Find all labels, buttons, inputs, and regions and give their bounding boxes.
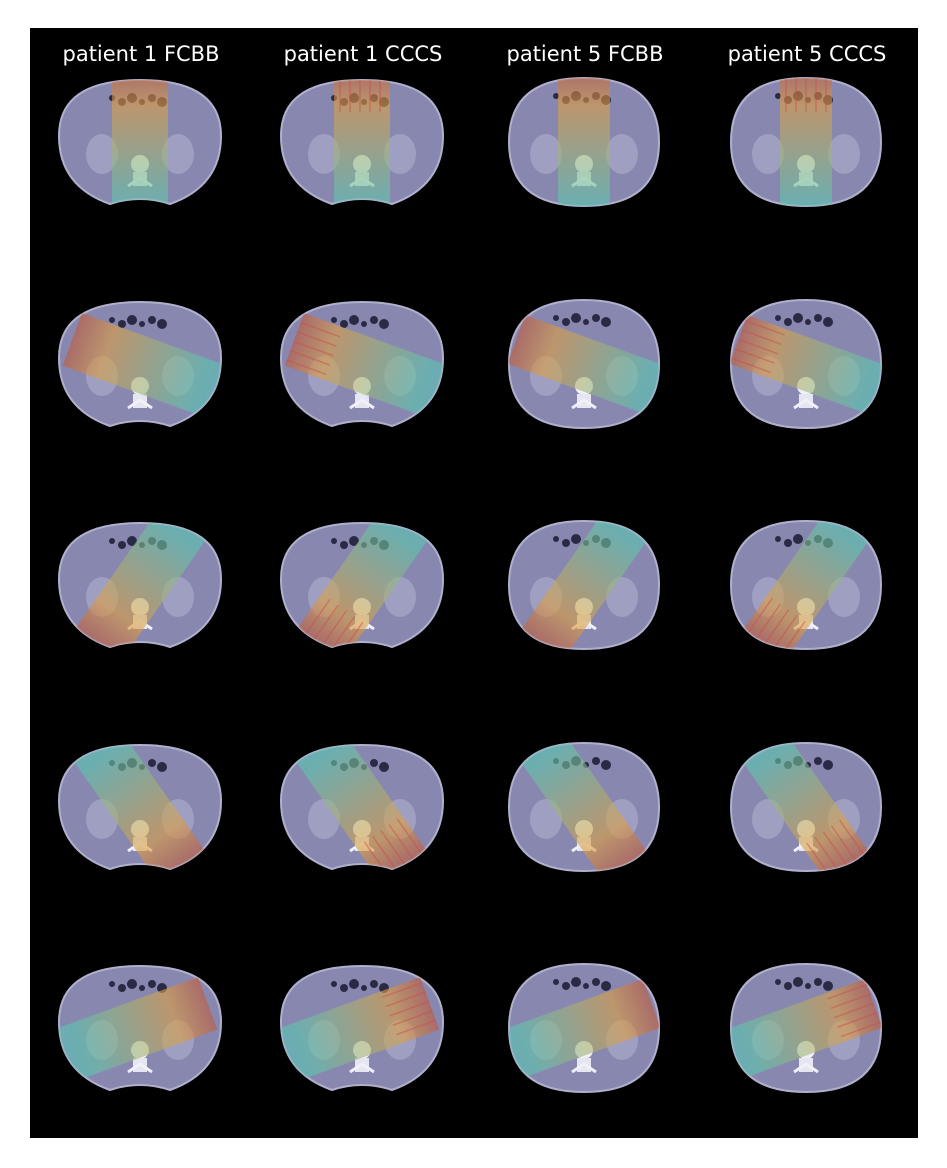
dose-beam-overlay: [62, 313, 221, 426]
ct-dose-panel-grid: [57, 76, 883, 1094]
ct-panel-r3-c2: [279, 521, 445, 649]
ct-panel-r4-c4: [729, 741, 883, 873]
ct-panel-r4-c2: [279, 743, 445, 871]
ct-panel-r5-c1: [57, 964, 223, 1092]
ct-panel-r1-c2: [279, 78, 445, 206]
ct-panel-r3-c1: [57, 521, 223, 649]
ct-panel-r5-c2: [279, 964, 445, 1092]
dose-beam-overlay: [284, 313, 443, 426]
ct-panel-r1-c4: [729, 76, 883, 208]
column-title-3: patient 5 FCBB: [506, 42, 664, 66]
column-title-2: patient 1 CCCS: [283, 42, 443, 66]
column-title-1: patient 1 FCBB: [62, 42, 220, 66]
ct-panel-r2-c1: [57, 300, 223, 428]
ct-panel-r2-c2: [279, 300, 445, 428]
dose-comparison-figure: patient 1 FCBB patient 1 CCCS patient 5 …: [30, 28, 918, 1138]
ct-panel-r4-c3: [507, 741, 661, 873]
dose-beam-overlay: [297, 523, 443, 647]
dose-beam-overlay: [558, 78, 610, 206]
dose-beam-overlay: [112, 80, 168, 204]
column-title-4: patient 5 CCCS: [727, 42, 887, 66]
dose-beam-overlay: [75, 523, 221, 647]
ct-panel-r3-c3: [507, 519, 661, 651]
ct-panel-r1-c1: [57, 78, 223, 206]
ct-panel-r2-c4: [729, 298, 883, 430]
dose-beam-overlay: [59, 977, 218, 1090]
ct-panel-r1-c3: [507, 76, 661, 208]
dose-beam-overlay: [281, 745, 427, 869]
ct-panel-r4-c1: [57, 743, 223, 871]
dose-beam-overlay: [59, 745, 205, 869]
dose-beam-overlay: [281, 977, 440, 1090]
